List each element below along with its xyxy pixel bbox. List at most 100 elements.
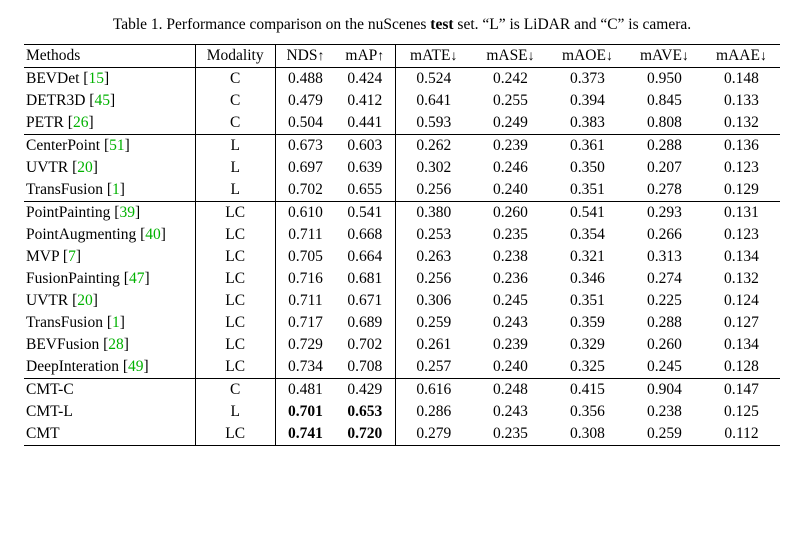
method-cell: FusionPainting [47] xyxy=(24,268,195,290)
map-value: 0.639 xyxy=(347,159,382,176)
mase-cell: 0.243 xyxy=(472,312,549,334)
table-row: CMTLC0.7410.7200.2790.2350.3080.2590.112 xyxy=(24,423,780,446)
mase-cell: 0.243 xyxy=(472,401,549,423)
maoe-cell: 0.541 xyxy=(549,202,626,225)
mave-value: 0.207 xyxy=(647,159,682,176)
mave-value: 0.259 xyxy=(647,425,682,442)
maoe-value: 0.394 xyxy=(570,92,605,109)
map-value: 0.603 xyxy=(347,137,382,154)
citation: 28 xyxy=(108,336,124,353)
mase-cell: 0.235 xyxy=(472,224,549,246)
mate-cell: 0.302 xyxy=(395,157,472,179)
mave-cell: 0.225 xyxy=(626,290,703,312)
map-value: 0.424 xyxy=(347,70,382,87)
map-cell: 0.668 xyxy=(335,224,395,246)
modality-value: LC xyxy=(225,226,245,243)
nds-value: 0.479 xyxy=(288,92,323,109)
method-cell: CenterPoint [51] xyxy=(24,135,195,158)
mate-value: 0.306 xyxy=(416,292,451,309)
maae-cell: 0.123 xyxy=(703,224,780,246)
col-map: mAP↑ xyxy=(335,45,395,68)
map-value: 0.681 xyxy=(347,270,382,287)
table-row: CMT-CC0.4810.4290.6160.2480.4150.9040.14… xyxy=(24,379,780,402)
nds-value: 0.702 xyxy=(288,181,323,198)
mase-cell: 0.255 xyxy=(472,90,549,112)
mave-cell: 0.238 xyxy=(626,401,703,423)
modality-cell: LC xyxy=(195,334,275,356)
mate-cell: 0.256 xyxy=(395,268,472,290)
mase-value: 0.243 xyxy=(493,314,528,331)
maoe-cell: 0.325 xyxy=(549,356,626,379)
nds-value: 0.705 xyxy=(288,248,323,265)
mave-value: 0.266 xyxy=(647,226,682,243)
maoe-value: 0.351 xyxy=(570,181,605,198)
method-cell: MVP [7] xyxy=(24,246,195,268)
map-cell: 0.441 xyxy=(335,112,395,135)
map-cell: 0.653 xyxy=(335,401,395,423)
mase-value: 0.238 xyxy=(493,248,528,265)
nds-value: 0.711 xyxy=(288,292,322,309)
method-name: FusionPainting xyxy=(26,270,120,287)
table-row: BEVDet [15]C0.4880.4240.5240.2420.3730.9… xyxy=(24,68,780,91)
maae-value: 0.123 xyxy=(724,226,759,243)
map-cell: 0.429 xyxy=(335,379,395,402)
method-name: PointPainting xyxy=(26,204,110,221)
col-nds: NDS↑ xyxy=(275,45,335,68)
col-modality: Modality xyxy=(195,45,275,68)
mate-cell: 0.257 xyxy=(395,356,472,379)
citation: 1 xyxy=(112,314,120,331)
mase-value: 0.239 xyxy=(493,336,528,353)
mase-value: 0.235 xyxy=(493,226,528,243)
modality-cell: LC xyxy=(195,423,275,446)
maae-value: 0.133 xyxy=(724,92,759,109)
mave-cell: 0.845 xyxy=(626,90,703,112)
mate-cell: 0.279 xyxy=(395,423,472,446)
modality-value: C xyxy=(230,92,240,109)
col-maoe: mAOE↓ xyxy=(549,45,626,68)
maoe-value: 0.373 xyxy=(570,70,605,87)
mate-cell: 0.616 xyxy=(395,379,472,402)
modality-cell: C xyxy=(195,68,275,91)
maae-value: 0.147 xyxy=(724,381,759,398)
map-cell: 0.603 xyxy=(335,135,395,158)
mate-value: 0.262 xyxy=(416,137,451,154)
citation: 1 xyxy=(112,181,120,198)
nds-cell: 0.729 xyxy=(275,334,335,356)
nds-cell: 0.702 xyxy=(275,179,335,202)
nds-value: 0.711 xyxy=(288,226,322,243)
mate-value: 0.256 xyxy=(416,270,451,287)
mase-cell: 0.246 xyxy=(472,157,549,179)
table-row: CMT-LL0.7010.6530.2860.2430.3560.2380.12… xyxy=(24,401,780,423)
caption-suffix: set. “L” is LiDAR and “C” is camera. xyxy=(454,16,692,33)
mate-value: 0.253 xyxy=(416,226,451,243)
mave-cell: 0.293 xyxy=(626,202,703,225)
citation: 7 xyxy=(68,248,76,265)
mase-value: 0.240 xyxy=(493,358,528,375)
maae-cell: 0.129 xyxy=(703,179,780,202)
mase-cell: 0.236 xyxy=(472,268,549,290)
table-row: PointAugmenting [40]LC0.7110.6680.2530.2… xyxy=(24,224,780,246)
maoe-value: 0.329 xyxy=(570,336,605,353)
mase-value: 0.242 xyxy=(493,70,528,87)
nds-cell: 0.673 xyxy=(275,135,335,158)
mase-cell: 0.239 xyxy=(472,334,549,356)
maoe-cell: 0.354 xyxy=(549,224,626,246)
nds-value: 0.481 xyxy=(288,381,323,398)
method-name: MVP xyxy=(26,248,59,265)
table-row: MVP [7]LC0.7050.6640.2630.2380.3210.3130… xyxy=(24,246,780,268)
mave-value: 0.845 xyxy=(647,92,682,109)
results-table: Methods Modality NDS↑ mAP↑ mATE↓ mASE↓ m… xyxy=(24,44,780,446)
modality-cell: LC xyxy=(195,202,275,225)
mate-value: 0.263 xyxy=(416,248,451,265)
mase-value: 0.239 xyxy=(493,137,528,154)
mave-cell: 0.950 xyxy=(626,68,703,91)
col-mave: mAVE↓ xyxy=(626,45,703,68)
mave-cell: 0.313 xyxy=(626,246,703,268)
map-cell: 0.671 xyxy=(335,290,395,312)
mave-cell: 0.278 xyxy=(626,179,703,202)
maoe-cell: 0.356 xyxy=(549,401,626,423)
table-row: CenterPoint [51]L0.6730.6030.2620.2390.3… xyxy=(24,135,780,158)
map-cell: 0.664 xyxy=(335,246,395,268)
modality-value: LC xyxy=(225,292,245,309)
modality-value: LC xyxy=(225,204,245,221)
